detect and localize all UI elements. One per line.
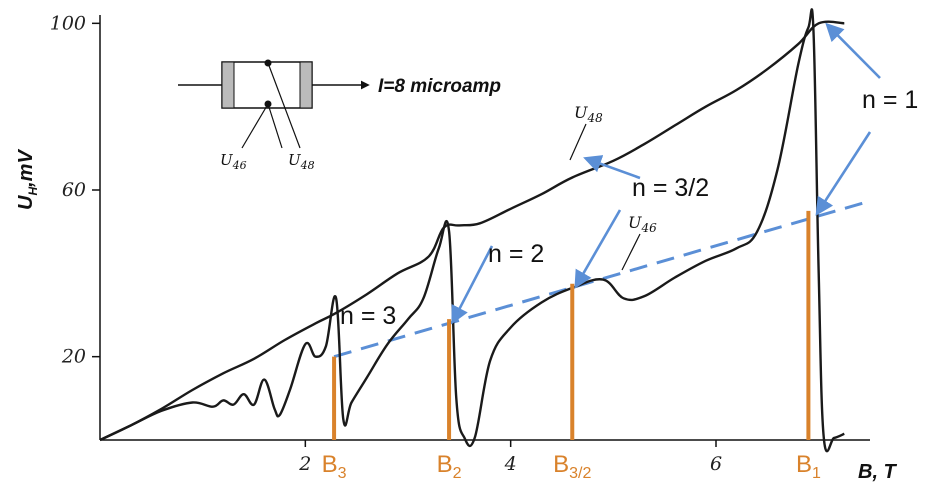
annotation-arrow xyxy=(574,209,622,289)
sample-inset: I=8 microamp U46 U48 xyxy=(178,59,501,172)
y-axis-title: UH,mV xyxy=(15,149,40,210)
series-line-u48 xyxy=(99,20,845,442)
inset-wire-3 xyxy=(267,103,283,149)
u48-label-leader xyxy=(569,123,587,161)
field-marker-label: B3 xyxy=(322,451,347,482)
y-tick-label: 20 xyxy=(61,346,86,368)
field-markers: B3 B2 B3/2 B1 xyxy=(322,210,821,482)
field-marker-label: B3/2 xyxy=(553,451,591,482)
y-tick-label: 60 xyxy=(62,179,86,201)
x-tick-label: 2 xyxy=(298,453,311,475)
annotation-arrow xyxy=(451,245,494,325)
annotation-arrows xyxy=(451,22,881,325)
series-group xyxy=(99,8,866,453)
annotation-arrow xyxy=(583,155,641,180)
annotation-n-3-2: n = 3/2 xyxy=(632,174,709,202)
inset-wire-2 xyxy=(241,103,269,149)
series-line-u46 xyxy=(99,8,845,453)
inset-lead-u48: U48 xyxy=(288,151,315,172)
annotation-arrow xyxy=(825,22,881,79)
annotation-arrow xyxy=(815,131,872,216)
inset-lead-u46: U46 xyxy=(220,151,247,172)
baseline-dashed-line xyxy=(333,201,866,359)
inset-left-contact xyxy=(221,61,235,109)
inset-wire-1 xyxy=(267,62,301,149)
x-tick-label: 6 xyxy=(710,453,722,475)
field-marker-label: B1 xyxy=(796,451,821,482)
inset-sample-body xyxy=(221,61,313,109)
annotation-n-1: n = 1 xyxy=(862,86,918,114)
annotation-n-3: n = 3 xyxy=(340,302,396,330)
field-marker-label: B2 xyxy=(437,451,462,482)
u46-curve-label: U46 xyxy=(628,213,657,235)
inset-right-contact xyxy=(299,61,313,109)
u48-curve-label: U48 xyxy=(574,103,603,125)
annotation-n-2: n = 2 xyxy=(488,240,544,268)
axis-ticks: 20 60 100 2 4 6 xyxy=(50,12,722,475)
x-tick-label: 4 xyxy=(504,453,517,475)
inset-current-label: I=8 microamp xyxy=(378,76,501,97)
y-tick-label: 100 xyxy=(50,12,86,34)
x-axis-title: B, T xyxy=(858,461,898,483)
u46-label-leader xyxy=(621,233,641,271)
